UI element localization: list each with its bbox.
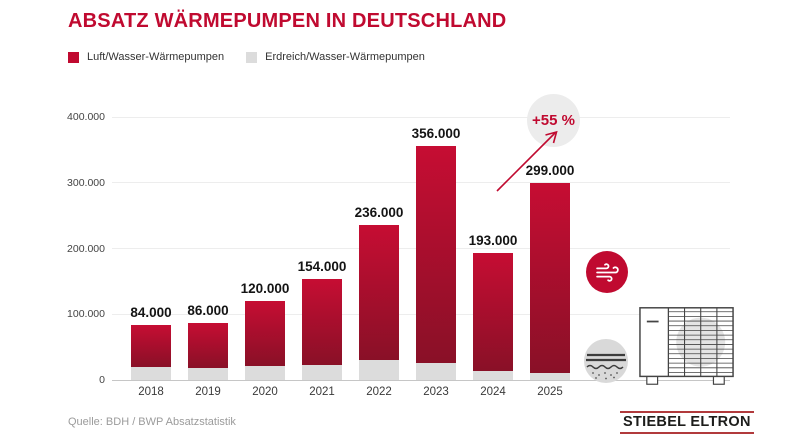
stiebel-eltron-logo: STIEBEL ELTRON [620, 411, 754, 434]
legend-swatch-luft [68, 51, 79, 63]
bar-luft-segment [188, 323, 228, 369]
source-note: Quelle: BDH / BWP Absatzstatistik [68, 416, 236, 428]
legend: Luft/Wasser-Wärmepumpen Erdreich/Wasser-… [68, 51, 447, 63]
bar-luft-segment [416, 145, 456, 363]
y-tick-label: 100.000 [67, 308, 105, 321]
bar-erdreich-segment [245, 366, 285, 380]
bar-value-label: 120.000 [240, 281, 290, 297]
bar-value-label: 86.000 [187, 303, 229, 319]
bar-value-label: 299.000 [525, 163, 575, 179]
increase-badge-label: +55 % [532, 112, 575, 129]
bar-luft-segment [473, 253, 513, 371]
bar-erdreich-segment [359, 360, 399, 380]
ground-layers-glyph [584, 339, 628, 383]
bar-erdreich-segment [131, 366, 171, 380]
x-axis-label: 2024 [480, 386, 506, 398]
bar-value-label: 154.000 [297, 258, 347, 274]
gridline [112, 379, 730, 381]
x-axis-label: 2023 [423, 386, 449, 398]
x-axis-label: 2022 [366, 386, 392, 398]
bar-luft-segment [302, 278, 342, 365]
y-tick-label: 0 [99, 374, 105, 386]
bar-luft-segment [245, 301, 285, 367]
bar-erdreich-segment [302, 364, 342, 380]
bar-value-label: 356.000 [411, 125, 461, 141]
bar-erdreich-segment [473, 370, 513, 380]
y-tick-label: 200.000 [67, 242, 105, 255]
y-tick-label: 400.000 [67, 111, 105, 123]
legend-label-luft: Luft/Wasser-Wärmepumpen [87, 51, 225, 63]
wind-icon-glyph [595, 262, 619, 282]
bar-luft-segment [530, 183, 570, 373]
heat-pump-illustration [639, 307, 734, 385]
bar-value-label: 236.000 [354, 204, 404, 220]
bar-luft-segment [359, 224, 399, 361]
bar-erdreich-segment [416, 362, 456, 380]
bar-erdreich-segment [530, 372, 570, 380]
x-axis-label: 2021 [309, 386, 335, 398]
wind-icon [586, 251, 628, 293]
page-title: ABSATZ WÄRMEPUMPEN IN DEUTSCHLAND [68, 10, 507, 32]
legend-item-luft: Luft/Wasser-Wärmepumpen [68, 51, 224, 63]
gridline [112, 116, 730, 118]
bar-luft-segment [131, 324, 171, 367]
bar-value-label: 193.000 [468, 233, 518, 249]
increase-badge: +55 % [527, 94, 580, 147]
legend-item-erdreich: Erdreich/Wasser-Wärmepumpen [246, 51, 425, 63]
bar-erdreich-segment [188, 368, 228, 380]
ground-layers-icon [584, 339, 628, 383]
y-tick-label: 300.000 [67, 176, 105, 189]
x-axis-label: 2019 [195, 386, 221, 398]
x-axis-label: 2018 [138, 386, 164, 398]
legend-label-erdreich: Erdreich/Wasser-Wärmepumpen [265, 51, 425, 63]
legend-swatch-erdreich [246, 51, 258, 63]
x-axis-label: 2020 [252, 386, 278, 398]
x-axis-label: 2025 [537, 386, 563, 398]
bar-value-label: 84.000 [130, 304, 172, 320]
